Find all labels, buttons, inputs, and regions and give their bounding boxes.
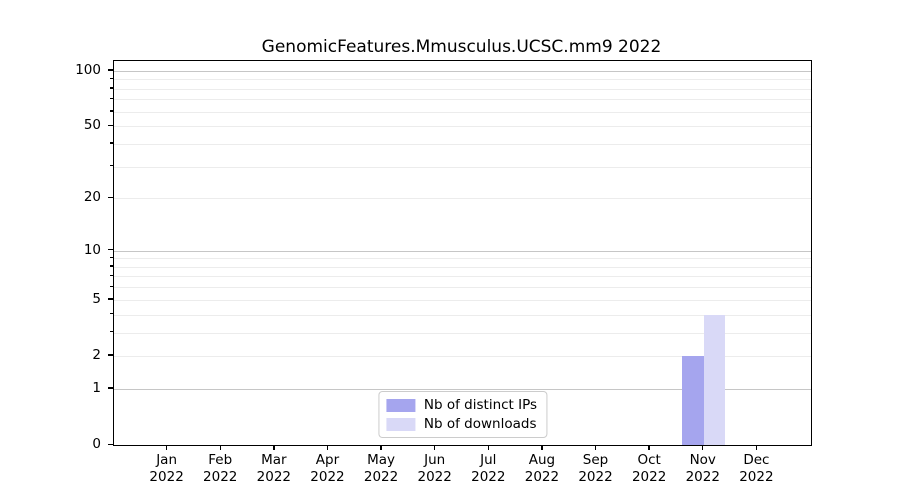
y-tick-mark <box>108 196 113 199</box>
x-tick-label: Nov 2022 <box>685 452 720 485</box>
y-minor-tick-mark <box>110 313 113 315</box>
minor-gridline <box>114 258 811 260</box>
bar-nb-of-distinct-ips <box>682 355 704 445</box>
y-tick-label: 20 <box>83 189 101 206</box>
x-tick-mark <box>755 445 758 451</box>
x-tick-mark <box>219 445 221 451</box>
x-tick-label: Apr 2022 <box>310 452 345 485</box>
y-tick-label: 10 <box>83 241 101 258</box>
distinct-ips-swatch <box>385 398 415 412</box>
y-tick-label: 2 <box>92 346 101 363</box>
y-minor-tick-mark <box>110 97 113 100</box>
x-tick-mark <box>165 445 168 451</box>
x-tick-label: Mar 2022 <box>256 452 292 485</box>
y-minor-tick-mark <box>110 285 113 288</box>
y-tick-label: 50 <box>83 117 101 134</box>
x-tick-mark <box>487 445 489 451</box>
minor-gridline <box>114 111 811 113</box>
legend-label-distinct-ips: Nb of distinct IPs <box>423 397 538 413</box>
x-tick-label: Jun 2022 <box>417 452 452 485</box>
x-tick-mark <box>648 445 650 451</box>
y-minor-tick-mark <box>110 77 113 80</box>
y-tick-label: 0 <box>92 436 101 452</box>
minor-gridline <box>114 276 811 278</box>
minor-gridline <box>114 314 811 316</box>
minor-gridline <box>114 99 811 101</box>
x-tick-mark <box>541 445 543 451</box>
y-tick-mark <box>108 69 113 71</box>
downloads-swatch <box>385 417 415 431</box>
chart-title: GenomicFeatures.Mmusculus.UCSC.mm9 2022 <box>261 37 662 57</box>
y-tick-label: 1 <box>92 379 101 396</box>
y-tick-mark <box>108 249 113 251</box>
x-tick-label: Oct 2022 <box>631 452 667 485</box>
x-tick-label: Jan 2022 <box>149 452 184 485</box>
y-minor-tick-mark <box>110 256 113 259</box>
minor-gridline <box>114 266 811 268</box>
x-tick-label: Aug 2022 <box>524 452 560 485</box>
major-gridline <box>114 70 811 72</box>
x-tick-label: Dec 2022 <box>739 452 774 485</box>
y-tick-mark <box>108 124 113 127</box>
x-tick-mark <box>380 445 382 451</box>
y-minor-tick-mark <box>110 331 113 333</box>
y-tick-label: 100 <box>75 61 101 78</box>
major-gridline <box>114 250 811 252</box>
minor-gridline <box>114 355 811 357</box>
y-minor-tick-mark <box>110 87 113 89</box>
minor-gridline <box>114 166 811 168</box>
minor-gridline <box>114 299 811 301</box>
x-tick-mark <box>433 445 436 451</box>
y-minor-tick-mark <box>110 110 113 112</box>
legend: Nb of distinct IPs Nb of downloads <box>377 391 548 438</box>
bar-nb-of-downloads <box>703 314 726 445</box>
plot-area: Nb of distinct IPs Nb of downloads <box>113 60 812 446</box>
minor-gridline <box>114 126 811 128</box>
y-tick-mark <box>108 443 113 445</box>
minor-gridline <box>114 198 811 200</box>
major-gridline <box>114 388 811 390</box>
x-tick-mark <box>594 445 597 451</box>
x-tick-mark <box>273 445 275 451</box>
x-tick-label: Jul 2022 <box>471 452 506 485</box>
minor-gridline <box>114 88 811 90</box>
legend-item-downloads: Nb of downloads <box>385 416 537 432</box>
y-tick-mark <box>108 298 113 300</box>
minor-gridline <box>114 79 811 81</box>
legend-item-distinct-ips: Nb of distinct IPs <box>385 397 538 413</box>
legend-label-downloads: Nb of downloads <box>423 416 537 432</box>
y-tick-mark <box>108 354 113 356</box>
minor-gridline <box>114 143 811 145</box>
x-tick-label: Sep 2022 <box>578 452 613 485</box>
x-tick-label: May 2022 <box>363 452 399 485</box>
minor-gridline <box>114 287 811 289</box>
y-minor-tick-mark <box>110 142 113 144</box>
x-tick-mark <box>326 445 329 451</box>
x-tick-mark <box>702 445 704 451</box>
y-minor-tick-mark <box>110 274 113 277</box>
y-minor-tick-mark <box>110 265 113 267</box>
x-tick-label: Feb 2022 <box>203 452 238 485</box>
y-tick-mark <box>108 387 113 389</box>
y-minor-tick-mark <box>110 165 113 167</box>
minor-gridline <box>114 332 811 334</box>
y-tick-label: 5 <box>92 290 101 307</box>
